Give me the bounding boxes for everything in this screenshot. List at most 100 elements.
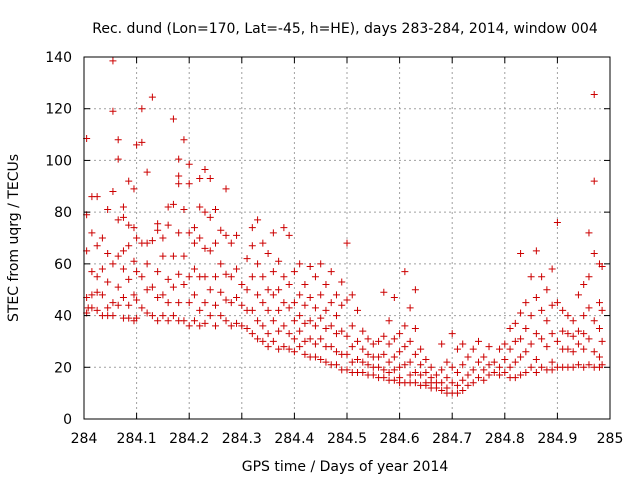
x-tick-label: 284: [71, 431, 98, 447]
data-point: [206, 213, 214, 221]
data-point: [159, 234, 167, 242]
data-point: [212, 322, 219, 330]
data-point: [317, 356, 325, 364]
data-point: [401, 322, 409, 330]
x-tick-label: 284.4: [274, 431, 314, 447]
y-tick-label: 120: [45, 102, 72, 118]
data-point: [548, 366, 556, 374]
data-point: [364, 335, 372, 343]
data-point: [104, 206, 112, 214]
data-point: [306, 317, 314, 325]
data-point: [595, 299, 603, 307]
data-point: [548, 358, 556, 366]
data-point: [154, 220, 162, 228]
data-point: [422, 368, 430, 376]
data-point: [109, 260, 117, 268]
data-point: [275, 327, 283, 335]
data-point: [301, 350, 309, 358]
data-point: [285, 281, 293, 289]
data-point: [538, 273, 546, 281]
data-point: [332, 348, 340, 356]
data-point: [338, 278, 346, 286]
data-point: [380, 332, 388, 340]
data-point: [543, 286, 551, 294]
data-points: [83, 57, 606, 397]
data-point: [185, 273, 193, 281]
data-point: [453, 389, 461, 397]
data-point: [443, 358, 451, 366]
data-point: [574, 340, 582, 348]
data-point: [285, 231, 293, 239]
data-point: [248, 224, 256, 232]
data-point: [569, 363, 577, 371]
data-point: [285, 304, 293, 312]
data-point: [475, 358, 482, 366]
data-point: [580, 281, 588, 289]
data-point: [169, 252, 177, 260]
data-point: [380, 350, 388, 358]
data-point: [411, 325, 419, 332]
data-point: [98, 234, 106, 242]
data-point: [233, 231, 241, 239]
data-point: [280, 343, 288, 351]
data-point: [306, 262, 314, 270]
data-point: [327, 343, 335, 351]
data-point: [359, 358, 367, 366]
data-point: [296, 260, 304, 268]
y-tick-label: 0: [63, 412, 72, 428]
data-point: [185, 180, 193, 188]
data-point: [201, 299, 209, 307]
data-point: [217, 260, 225, 268]
data-point: [490, 368, 498, 376]
data-point: [201, 273, 209, 281]
data-point: [175, 172, 183, 180]
data-point: [469, 366, 477, 374]
data-point: [254, 216, 262, 224]
data-point: [438, 379, 446, 387]
data-point: [517, 250, 525, 258]
data-point: [538, 363, 546, 371]
data-point: [438, 366, 446, 374]
data-point: [385, 340, 393, 348]
data-point: [411, 286, 419, 294]
data-point: [185, 229, 193, 237]
data-point: [269, 291, 277, 299]
data-point: [88, 291, 96, 299]
data-point: [114, 283, 122, 291]
data-point: [459, 340, 467, 348]
data-point: [322, 281, 330, 289]
data-point: [527, 312, 535, 320]
data-point: [585, 273, 593, 281]
data-point: [275, 286, 283, 294]
data-point: [190, 317, 198, 325]
data-point: [169, 200, 177, 208]
data-point: [569, 332, 577, 340]
data-point: [180, 252, 188, 260]
data-point: [290, 317, 298, 325]
data-point: [317, 260, 325, 268]
data-point: [254, 260, 262, 268]
data-point: [459, 376, 467, 384]
data-point: [538, 306, 546, 314]
data-point: [411, 379, 419, 387]
data-point: [196, 306, 204, 314]
data-point: [148, 283, 156, 291]
data-point: [164, 317, 172, 325]
data-point: [448, 363, 456, 371]
data-point: [532, 356, 540, 364]
data-point: [511, 374, 519, 382]
data-point: [98, 291, 106, 299]
data-point: [380, 288, 388, 296]
data-point: [548, 265, 556, 273]
data-point: [590, 177, 598, 185]
data-point: [222, 231, 230, 239]
data-point: [432, 384, 440, 392]
data-point: [506, 325, 514, 332]
data-point: [559, 327, 567, 335]
data-point: [501, 340, 509, 348]
data-point: [296, 343, 304, 351]
data-point: [327, 299, 335, 307]
data-point: [109, 299, 117, 307]
y-tick-label: 80: [54, 205, 72, 221]
